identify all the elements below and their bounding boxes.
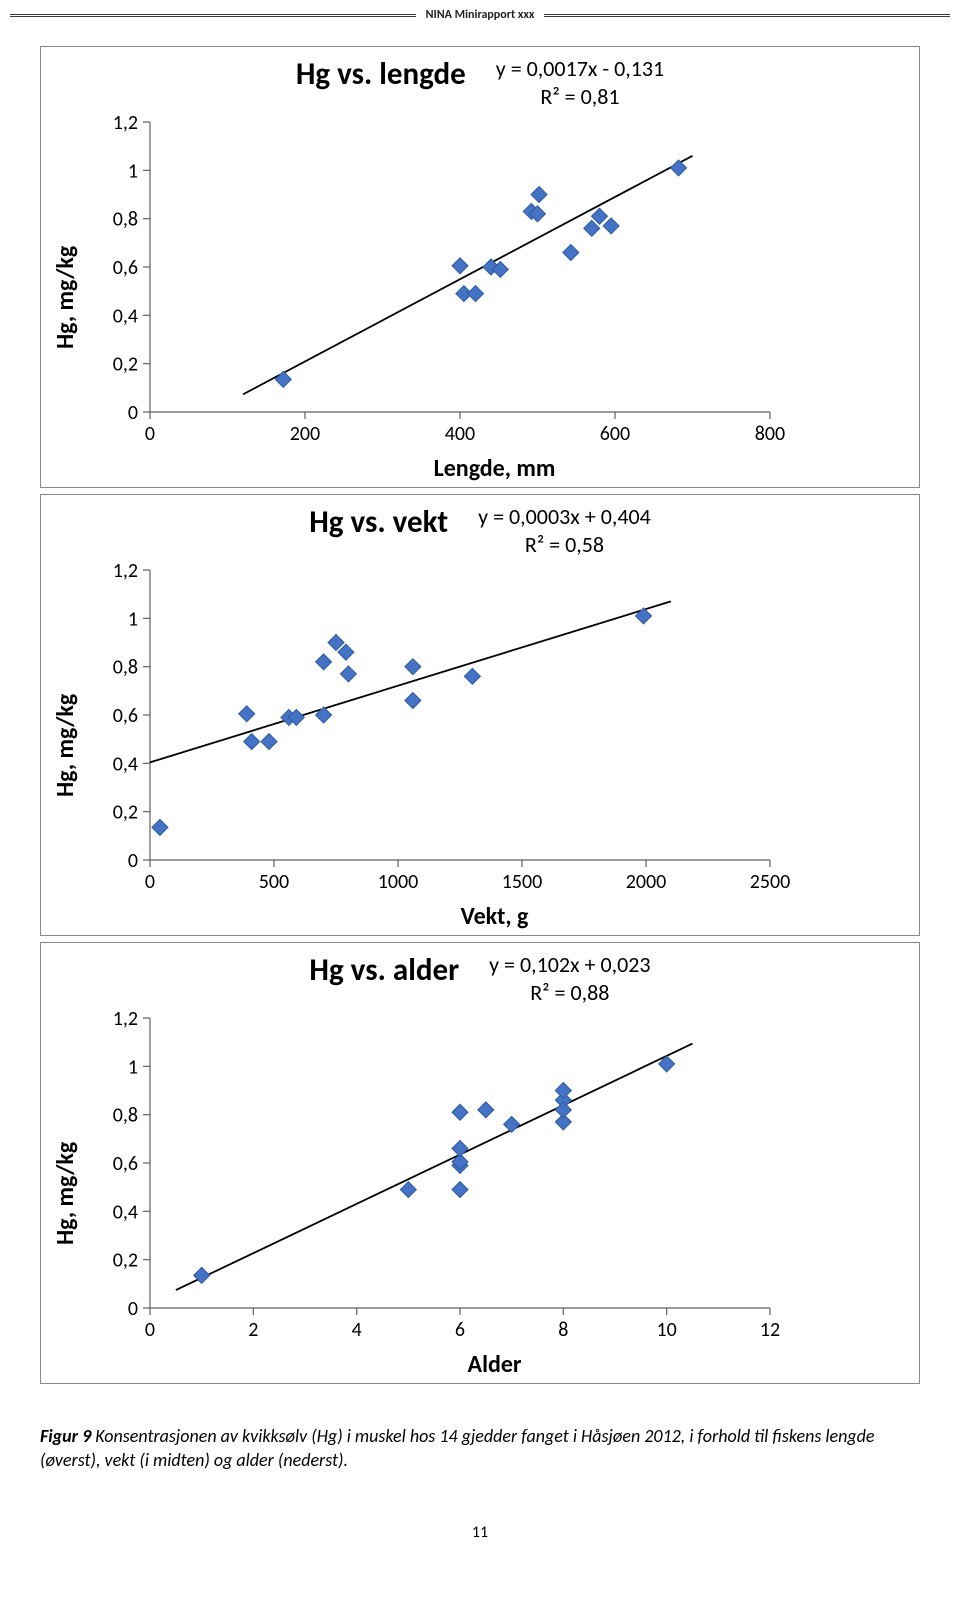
svg-text:6: 6 (455, 1318, 465, 1342)
svg-text:0,4: 0,4 (113, 752, 138, 776)
chart-vekt-xlabel: Vekt, g (80, 902, 909, 931)
chart-alder-svg: 0 2 4 6 8 10 12 0 0,2 0,4 0,6 0,8 1 1,2 (80, 1008, 790, 1348)
svg-text:0,6: 0,6 (113, 704, 138, 728)
chart-vekt-ylabel: Hg, mg/kg (51, 560, 80, 931)
chart-lengde-title: Hg vs. lengde (296, 55, 466, 93)
svg-text:0,2: 0,2 (113, 353, 138, 377)
figure-caption-prefix: Figur 9 (40, 1425, 91, 1447)
svg-text:8: 8 (558, 1318, 568, 1342)
svg-text:1: 1 (128, 607, 138, 631)
svg-text:500: 500 (259, 870, 289, 894)
svg-text:0,8: 0,8 (113, 208, 138, 232)
chart-alder-xlabel: Alder (80, 1350, 909, 1379)
report-title: NINA Minirapport xxx (426, 8, 535, 22)
svg-text:400: 400 (445, 422, 475, 446)
chart-alder-title: Hg vs. alder (309, 951, 459, 989)
chart-vekt-svg: 0 500 1000 1500 2000 2500 0 0,2 0,4 0,6 0,8 1 1,2 (80, 560, 790, 900)
chart-vekt-equation: y = 0,0003x + 0,404R² = 0,58 (478, 503, 651, 558)
svg-text:0: 0 (128, 849, 138, 873)
svg-text:0: 0 (128, 1297, 138, 1321)
svg-text:0,4: 0,4 (113, 304, 138, 328)
chart-vekt: Hg vs. vekt y = 0,0003x + 0,404R² = 0,58… (40, 494, 920, 936)
svg-text:0: 0 (145, 1318, 155, 1342)
svg-text:600: 600 (600, 422, 630, 446)
svg-text:0,6: 0,6 (113, 256, 138, 280)
chart-alder-ylabel: Hg, mg/kg (51, 1008, 80, 1379)
svg-text:0: 0 (145, 870, 155, 894)
svg-text:12: 12 (760, 1318, 780, 1342)
chart-lengde-xlabel: Lengde, mm (80, 454, 909, 483)
svg-text:1,2: 1,2 (113, 1008, 138, 1031)
svg-text:0,8: 0,8 (113, 656, 138, 680)
chart-alder-equation: y = 0,102x + 0,023R² = 0,88 (489, 951, 650, 1006)
svg-text:800: 800 (755, 422, 785, 446)
svg-text:1,2: 1,2 (113, 560, 138, 583)
svg-text:1000: 1000 (378, 870, 419, 894)
chart-lengde: Hg vs. lengde y = 0,0017x - 0,131R² = 0,… (40, 46, 920, 488)
svg-text:1: 1 (128, 1055, 138, 1079)
svg-text:0,4: 0,4 (113, 1200, 138, 1224)
header-rule-right (544, 14, 950, 17)
chart-alder: Hg vs. alder y = 0,102x + 0,023R² = 0,88… (40, 942, 920, 1384)
page-header: NINA Minirapport xxx (0, 0, 960, 26)
header-rule-left (10, 14, 416, 17)
chart-lengde-svg: 0 200 400 600 800 0 0,2 0,4 0,6 0,8 1 1,2 (80, 112, 790, 452)
svg-text:1,2: 1,2 (113, 112, 138, 135)
svg-text:2: 2 (248, 1318, 258, 1342)
figure-caption-text: Konsentrasjonen av kvikksølv (Hg) i musk… (40, 1425, 875, 1471)
svg-text:1: 1 (128, 159, 138, 183)
svg-text:0,8: 0,8 (113, 1104, 138, 1128)
svg-text:0: 0 (145, 422, 155, 446)
svg-text:0: 0 (128, 401, 138, 425)
page-number: 11 (0, 1523, 960, 1542)
svg-text:1500: 1500 (502, 870, 543, 894)
svg-text:0,2: 0,2 (113, 801, 138, 825)
svg-text:2500: 2500 (750, 870, 790, 894)
chart-lengde-ylabel: Hg, mg/kg (51, 112, 80, 483)
svg-text:0,2: 0,2 (113, 1249, 138, 1273)
svg-text:2000: 2000 (626, 870, 667, 894)
svg-text:4: 4 (352, 1318, 362, 1342)
svg-text:10: 10 (657, 1318, 677, 1342)
chart-lengde-equation: y = 0,0017x - 0,131R² = 0,81 (496, 55, 664, 110)
chart-vekt-title: Hg vs. vekt (309, 503, 448, 541)
svg-text:200: 200 (290, 422, 320, 446)
figure-caption: Figur 9 Konsentrasjonen av kvikksølv (Hg… (0, 1410, 960, 1483)
svg-text:0,6: 0,6 (113, 1152, 138, 1176)
charts-container: Hg vs. lengde y = 0,0017x - 0,131R² = 0,… (0, 26, 960, 1410)
